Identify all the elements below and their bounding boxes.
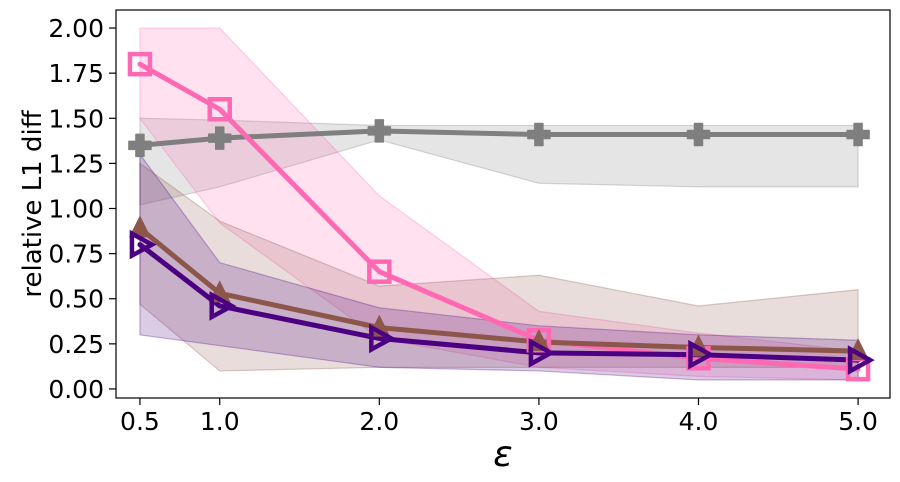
- x-tick-label: 4.0: [679, 407, 719, 436]
- line-pink: [137, 61, 861, 372]
- data-point-gray: [846, 122, 870, 147]
- x-tick-label: 1.0: [200, 407, 240, 436]
- confidence-bands: [139, 27, 859, 381]
- data-point-purple: [369, 323, 396, 354]
- x-axis-ticks: 0.5 1.0 2.0 3.0 4.0 5.0: [120, 398, 878, 436]
- x-tick-label: 3.0: [519, 407, 559, 436]
- y-tick-label: 1.25: [48, 149, 104, 178]
- data-point-purple: [129, 229, 157, 260]
- y-tick-label: 0.75: [48, 240, 104, 269]
- data-point-gray: [128, 133, 152, 158]
- data-point-gray: [207, 126, 232, 150]
- line-brown: [137, 225, 861, 354]
- y-axis-label: relative L1 diff: [18, 109, 48, 297]
- line-purple: [137, 242, 861, 363]
- data-point-gray: [686, 122, 711, 147]
- data-point-brown: [128, 215, 151, 238]
- x-axis-label: ε: [493, 434, 512, 475]
- x-tick-label: 5.0: [838, 407, 878, 436]
- y-axis-ticks: 0.00 0.25 0.50 0.75 1.00 1.25 1.50 1.75 2.00: [48, 14, 116, 404]
- y-tick-label: 1.50: [48, 104, 104, 133]
- series-lines: [137, 61, 861, 372]
- line-gray: [137, 128, 861, 148]
- x-tick-label: 2.0: [359, 407, 399, 436]
- data-point-purple: [209, 291, 237, 321]
- data-point-purple: [528, 338, 556, 368]
- data-point-purple: [688, 339, 716, 370]
- y-tick-label: 2.00: [48, 14, 104, 43]
- data-point-pink: [127, 51, 153, 77]
- y-tick-label: 0.50: [48, 285, 104, 314]
- x-tick-label: 0.5: [120, 407, 160, 436]
- data-point-purple: [847, 345, 875, 375]
- y-tick-label: 0.25: [48, 330, 104, 359]
- y-tick-label: 0.00: [48, 375, 104, 404]
- y-tick-label: 1.00: [48, 195, 104, 224]
- plot-frame: [115, 9, 891, 399]
- data-point-pink: [367, 259, 392, 284]
- series-markers: [127, 51, 875, 382]
- y-tick-label: 1.75: [48, 59, 104, 88]
- data-point-gray: [367, 119, 392, 143]
- data-point-gray: [527, 122, 551, 147]
- data-point-pink: [207, 97, 232, 122]
